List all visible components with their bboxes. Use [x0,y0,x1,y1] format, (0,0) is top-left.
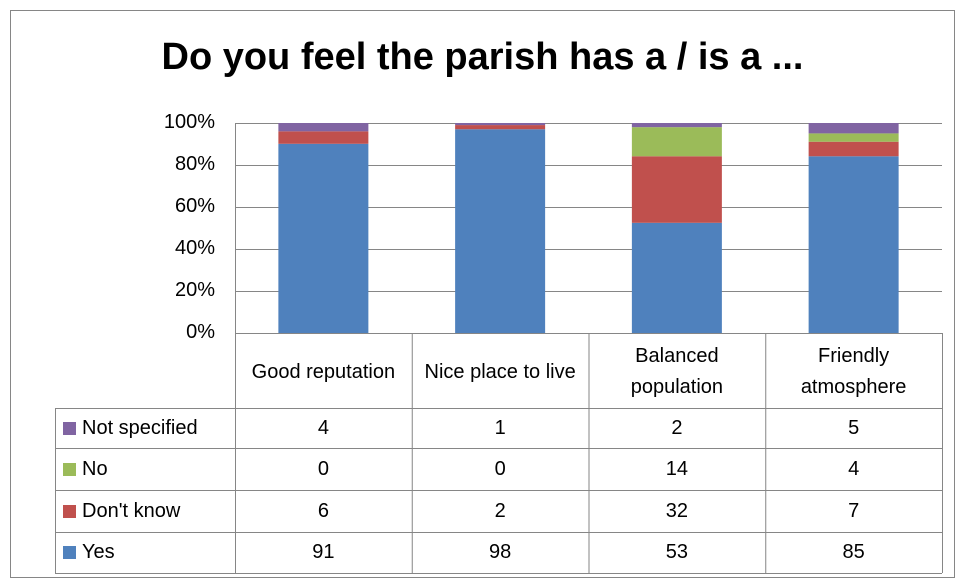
bar-segment [808,133,899,142]
y-tick-label: 0% [186,321,215,343]
legend-swatch [63,504,76,518]
y-tick-label: 100% [163,111,215,133]
bar-segment [278,143,369,333]
bar-segment [455,123,546,126]
bar-segment [631,222,722,333]
legend-entry: No [55,448,235,490]
table-value: 2 [671,416,683,439]
x-tick-label: Friendly atmosphere [800,345,907,398]
legend-swatch [63,462,76,476]
bar-segment [631,123,722,128]
bar-segment [808,123,899,134]
table-value: 5 [848,416,860,439]
legend-label: Yes [82,541,115,563]
y-tick-label: 60% [174,195,215,217]
table-value: 32 [665,499,688,522]
bar-segment [808,141,899,157]
table-value: 14 [665,457,688,480]
bar-segment [631,127,722,157]
table-value: 0 [317,457,329,480]
table-value: 1 [494,416,506,439]
table-value: 85 [842,541,865,563]
legend-entry: Don't know [55,490,235,532]
bar-segment [808,156,899,333]
table-value: 6 [317,499,329,522]
legend-label: Don't know [82,499,181,522]
table-value: 7 [848,499,860,522]
table-value: 4 [317,416,329,439]
table-value: 2 [494,499,506,522]
table-value: 4 [848,457,860,480]
legend-swatch [63,546,76,559]
legend-label: No [82,457,108,480]
bar-segment [455,129,546,333]
legend-swatch [63,421,76,435]
x-tick-label: Nice place to live [424,360,576,383]
table-value: 53 [665,541,688,563]
chart-border [10,10,955,578]
bar-segment [455,125,546,130]
table-value: 98 [489,541,512,563]
bar-segment [631,156,722,223]
x-tick-label: Good reputation [251,360,396,383]
x-tick-label: Balanced population [630,345,724,398]
table-value: 91 [312,541,335,563]
bar-segment [278,131,369,144]
legend-entry: Not specified [55,408,235,448]
legend-label: Not specified [82,416,198,439]
bar-segment [278,123,369,132]
chart-title: Do you feel the parish has a / is a ... [161,36,804,78]
y-tick-label: 80% [174,153,215,175]
y-tick-label: 20% [174,279,215,301]
legend-entry: Yes [55,532,235,573]
y-tick-label: 40% [174,237,215,259]
table-value: 0 [494,457,506,480]
